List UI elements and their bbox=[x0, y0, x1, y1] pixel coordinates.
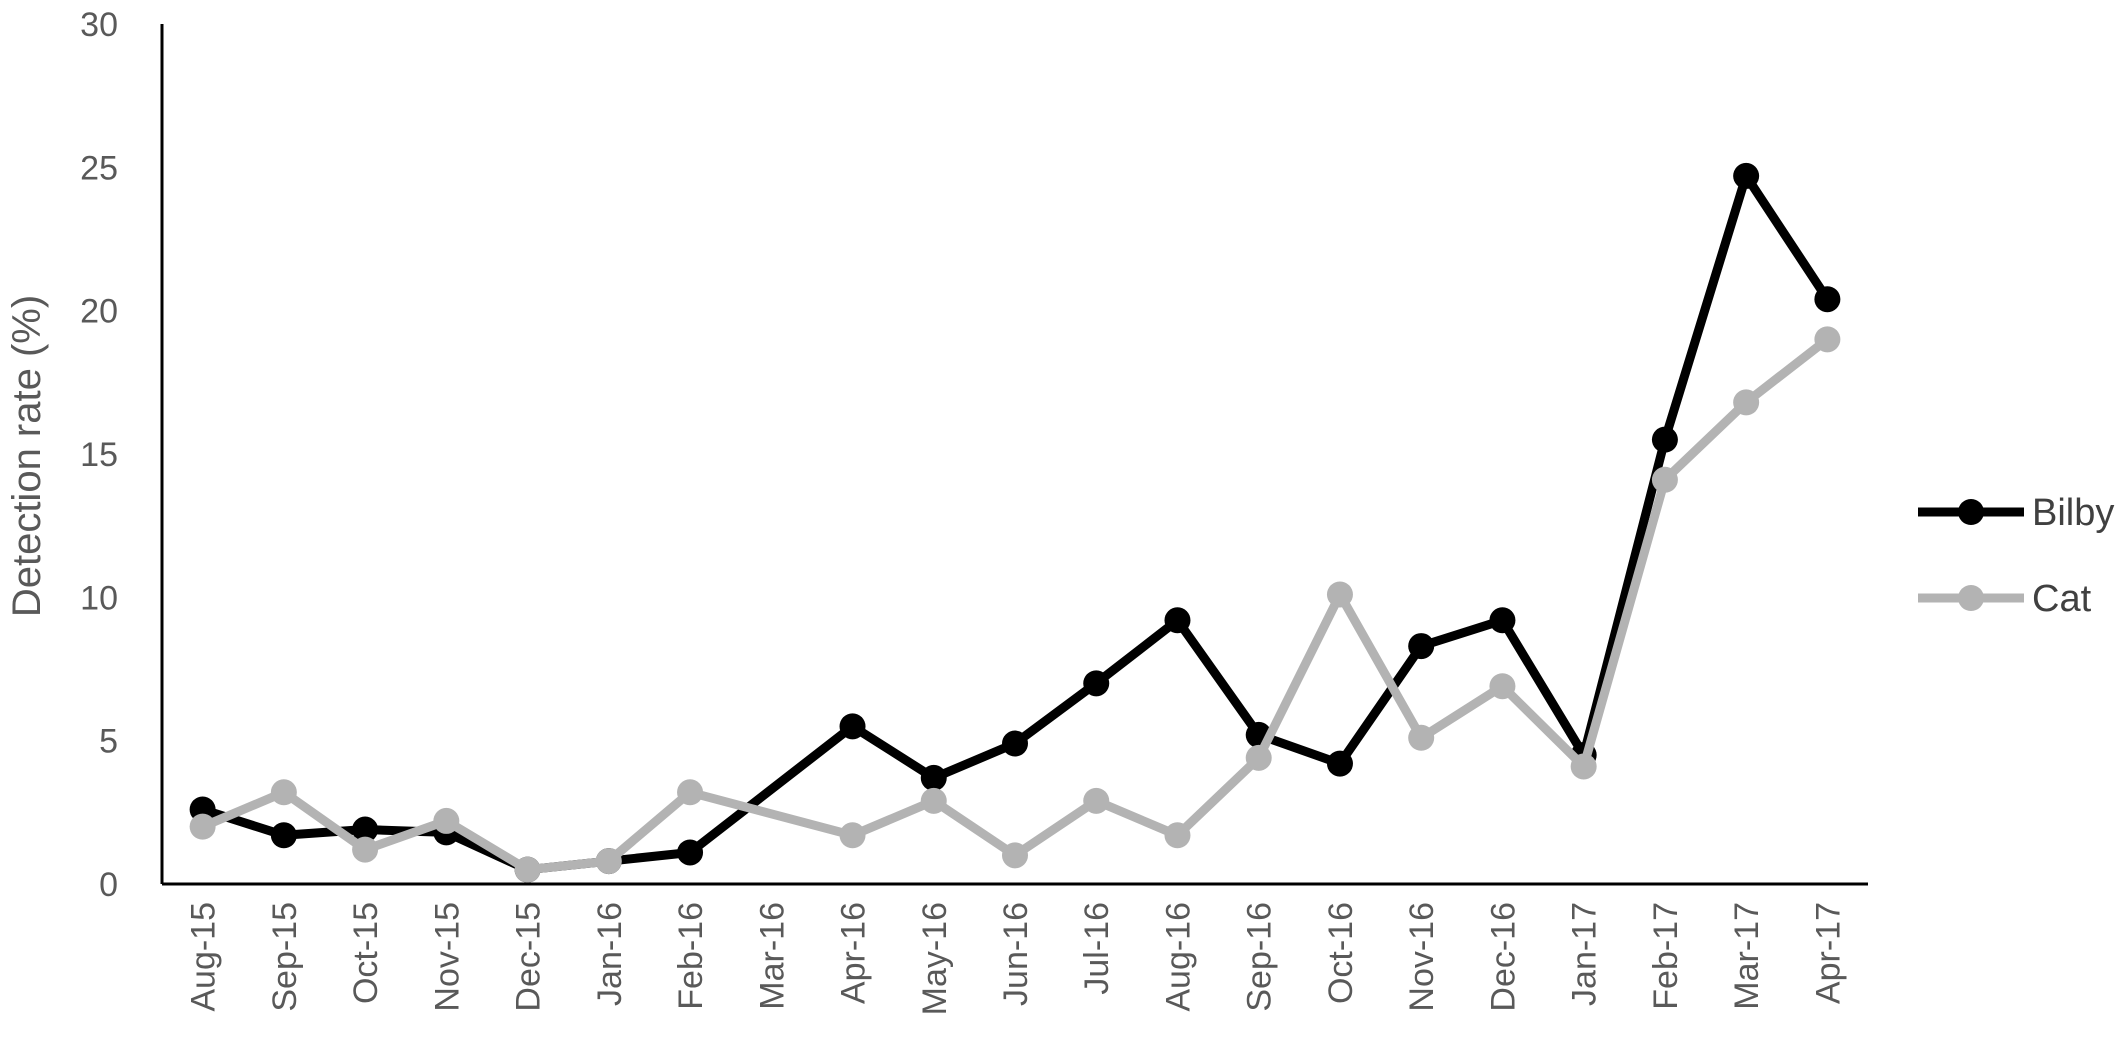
legend-label: Bilby bbox=[2032, 492, 2114, 534]
x-tick-label: Nov-15 bbox=[428, 902, 466, 1012]
series-cat bbox=[189, 326, 1841, 883]
x-tick-label: Jul-16 bbox=[1078, 902, 1116, 995]
data-point bbox=[839, 713, 866, 740]
data-point bbox=[1083, 670, 1110, 697]
data-point bbox=[677, 839, 704, 866]
x-tick-label: Oct-15 bbox=[347, 902, 385, 1004]
legend-item: Cat bbox=[1918, 578, 2092, 620]
y-tick-label: 25 bbox=[80, 149, 118, 187]
data-point bbox=[270, 822, 297, 849]
legend: Bilby Cat bbox=[1918, 492, 2114, 620]
data-point bbox=[1164, 607, 1191, 634]
x-tick-label: Nov-16 bbox=[1403, 902, 1441, 1012]
data-point bbox=[514, 856, 541, 883]
x-tick-label: Dec-15 bbox=[510, 902, 548, 1012]
x-tick-label: May-16 bbox=[916, 902, 954, 1015]
x-tick-label: Mar-16 bbox=[753, 902, 791, 1010]
data-point bbox=[1489, 607, 1516, 634]
data-point bbox=[189, 813, 216, 840]
y-tick-label: 0 bbox=[99, 866, 118, 904]
x-tick-label: Aug-15 bbox=[185, 902, 223, 1012]
data-point bbox=[1164, 822, 1191, 849]
x-tick-label: Apr-17 bbox=[1809, 902, 1847, 1004]
y-axis-ticks: 0 5 10 15 20 25 30 bbox=[80, 6, 118, 904]
series-line bbox=[200, 335, 1831, 875]
x-tick-label: Feb-17 bbox=[1647, 902, 1685, 1010]
data-point bbox=[1408, 633, 1435, 660]
legend-item: Bilby bbox=[1918, 492, 2114, 534]
legend-marker bbox=[1958, 499, 1984, 525]
series-bilby bbox=[189, 162, 1841, 883]
series-layer bbox=[189, 162, 1841, 883]
data-point bbox=[433, 807, 460, 834]
data-point bbox=[1651, 426, 1678, 453]
x-tick-label: Sep-15 bbox=[266, 902, 304, 1012]
data-point bbox=[595, 848, 622, 875]
series-line bbox=[201, 171, 1832, 875]
x-tick-label: Dec-16 bbox=[1484, 902, 1522, 1012]
data-point bbox=[1083, 787, 1110, 814]
data-point bbox=[1651, 466, 1678, 493]
y-tick-label: 5 bbox=[99, 723, 118, 761]
x-tick-label: Apr-16 bbox=[835, 902, 873, 1004]
data-point bbox=[1326, 581, 1353, 608]
y-tick-label: 10 bbox=[80, 579, 118, 617]
data-point bbox=[1570, 753, 1597, 780]
y-tick-label: 15 bbox=[80, 436, 118, 474]
data-point bbox=[1245, 744, 1272, 771]
data-point bbox=[1408, 724, 1435, 751]
x-tick-label: Jan-16 bbox=[591, 902, 629, 1006]
data-point bbox=[270, 779, 297, 806]
x-axis-ticks: Aug-15 Sep-15 Oct-15 Nov-15 Dec-15 Jan-16 Feb-… bbox=[185, 902, 1848, 1015]
data-point bbox=[1814, 286, 1841, 313]
x-tick-label: Aug-16 bbox=[1159, 902, 1197, 1012]
data-point bbox=[1814, 326, 1841, 353]
x-tick-label: Sep-16 bbox=[1241, 902, 1279, 1012]
data-point bbox=[839, 822, 866, 849]
x-tick-label: Oct-16 bbox=[1322, 902, 1360, 1004]
data-point bbox=[1733, 162, 1760, 189]
legend-marker bbox=[1958, 585, 1984, 611]
data-point bbox=[677, 779, 704, 806]
x-tick-label: Jun-16 bbox=[997, 902, 1035, 1006]
legend-label: Cat bbox=[2032, 578, 2092, 620]
data-point bbox=[1002, 730, 1028, 757]
data-point bbox=[352, 816, 379, 843]
data-point bbox=[920, 764, 947, 791]
x-tick-label: Jan-17 bbox=[1566, 902, 1604, 1006]
data-point bbox=[352, 836, 379, 863]
y-tick-label: 30 bbox=[80, 6, 118, 44]
data-point bbox=[1002, 842, 1028, 869]
x-tick-label: Feb-16 bbox=[672, 902, 710, 1010]
data-point bbox=[1489, 673, 1516, 700]
x-tick-label: Mar-17 bbox=[1728, 902, 1766, 1010]
data-point bbox=[1326, 750, 1353, 777]
y-tick-label: 20 bbox=[80, 293, 118, 331]
data-point bbox=[920, 787, 947, 814]
y-axis-title: Detection rate (%) bbox=[5, 295, 49, 617]
data-point bbox=[1733, 389, 1760, 416]
